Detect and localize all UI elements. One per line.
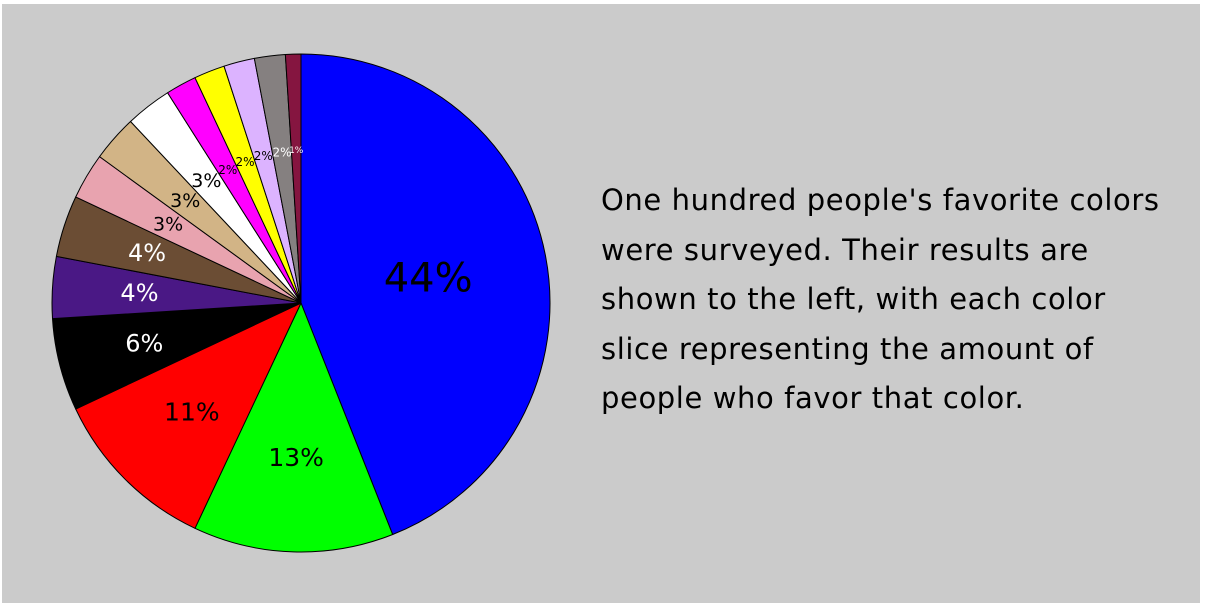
pie-label-green: 13% xyxy=(268,443,324,472)
pie-label-tan: 3% xyxy=(170,190,200,212)
pie-label-magenta: 2% xyxy=(218,163,237,177)
pie-slices xyxy=(51,53,551,553)
pie-label-yellow: 2% xyxy=(236,155,255,169)
pie-label-pink: 3% xyxy=(153,213,183,235)
pie-label-red: 11% xyxy=(164,398,220,427)
pie-slice-red xyxy=(75,302,302,529)
pie-slice-green xyxy=(194,302,394,553)
pie-label-gray: 2% xyxy=(272,145,291,159)
pie-label-brown: 4% xyxy=(128,239,166,267)
pie-label-indigo: 4% xyxy=(120,279,158,307)
pie-slice-maroon xyxy=(284,53,302,304)
description-text: One hundred people's favorite colors wer… xyxy=(601,183,1160,415)
pie-label-black: 6% xyxy=(125,329,163,357)
pie-slice-blue xyxy=(300,53,551,536)
pie-label-lavender: 2% xyxy=(254,149,273,163)
pie-label-white: 3% xyxy=(191,170,221,192)
pie-chart: 44%13%11%6%4%4%3%3%3%2%2% 2% 2%1% xyxy=(51,53,551,553)
pie-label-maroon: 1% xyxy=(289,146,304,156)
chart-canvas: 44% 13% 11% 6% 4% 4% 3% 3% 3% 2% 2% 2% 2% 1% One hund… xyxy=(2,4,1200,603)
pie-label-blue: 44% xyxy=(384,256,473,302)
pie-labels: 44%13%11%6%4%4%3%3%3%2%2% 2% 2%1% xyxy=(120,145,472,471)
